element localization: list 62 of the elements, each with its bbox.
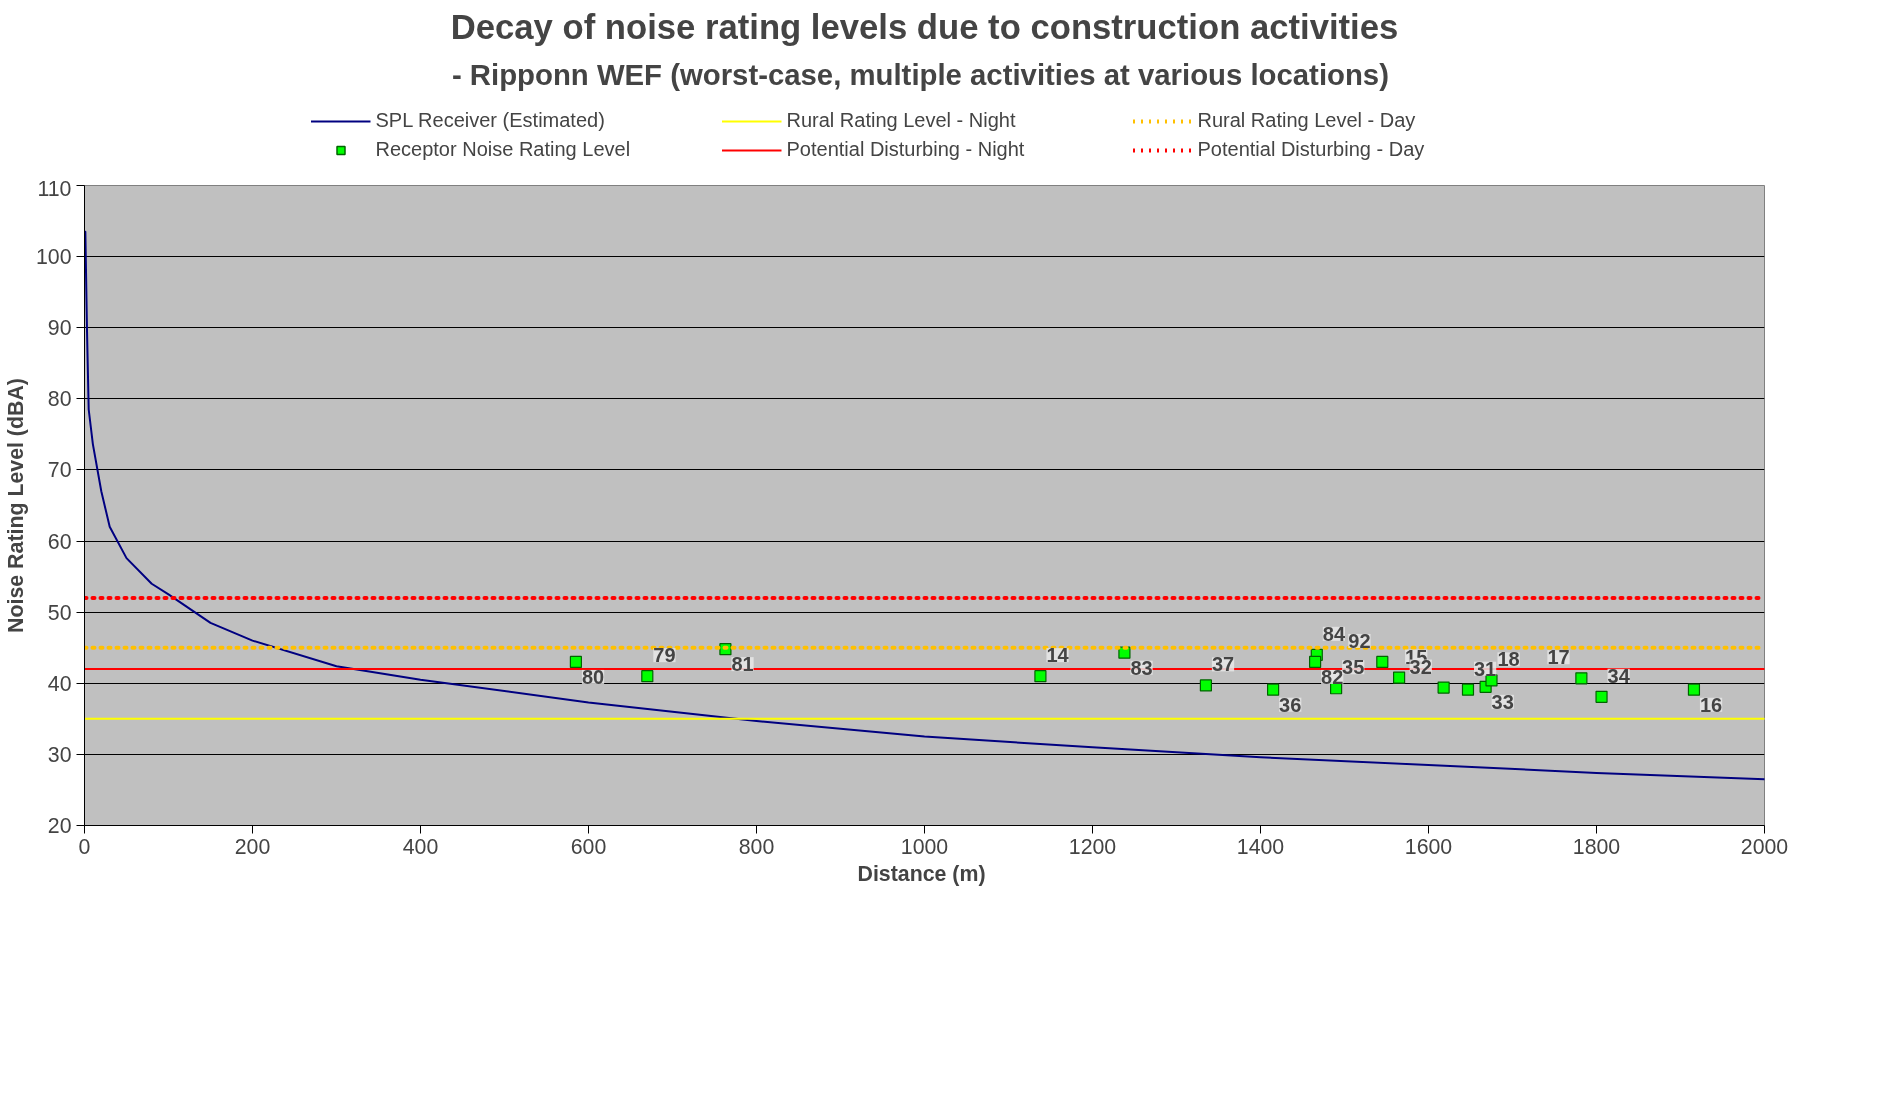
x-tick-label: 1200 (1068, 834, 1117, 859)
x-axis-title: Distance (m) (857, 861, 986, 886)
point (1376, 655, 1389, 669)
x-tick-label: 1800 (1572, 834, 1621, 859)
point (641, 670, 654, 683)
y-tick-label: 30 (47, 742, 72, 767)
annotation: 36 (1279, 693, 1302, 716)
annotation: 37 (1211, 653, 1235, 676)
annotation: 16 (1699, 693, 1723, 716)
x-tick-label: 0 (78, 834, 91, 859)
annotation: 33 (1491, 690, 1514, 713)
x-tick-label: 600 (570, 834, 607, 859)
x-tick-label: 200 (234, 834, 271, 859)
x-tick-label: 2000 (1740, 834, 1789, 859)
annotation: 82 (1321, 665, 1344, 688)
annotation: 81 (731, 653, 754, 676)
point (1267, 683, 1280, 696)
legend-label: Receptor Noise Rating Level (375, 138, 632, 161)
chart-subtitle: - Ripponn WEF (worst-case, multiple activities at various locations) (451, 57, 1389, 91)
x-tick-label: 400 (402, 834, 439, 859)
annotation: 17 (1547, 646, 1570, 669)
point (1461, 683, 1475, 696)
y-tick-label: 100 (35, 245, 72, 270)
point (569, 655, 582, 669)
annotation: 79 (653, 644, 676, 667)
x-tick-label: 1400 (1236, 834, 1285, 859)
y-tick-label: 90 (47, 316, 72, 341)
legend-label: SPL Receiver (Estimated) (375, 109, 606, 132)
point (1309, 655, 1322, 669)
y-tick-label: 40 (47, 671, 72, 696)
y-tick-label: 50 (47, 600, 72, 625)
x-tick-label: 800 (738, 834, 775, 859)
point (1034, 670, 1047, 683)
annotation: 35 (1342, 656, 1365, 679)
point (1437, 681, 1450, 694)
chart-title: Decay of noise rating levels due to construction activities (450, 7, 1399, 46)
annotation: 34 (1607, 664, 1631, 687)
x-tick-label: 1600 (1404, 834, 1453, 859)
y-tick-label: 80 (47, 387, 72, 412)
y-tick-label: 70 (47, 458, 72, 483)
y-tick-label: 20 (47, 814, 72, 838)
annotation: 80 (581, 665, 605, 688)
legend-label: Rural Rating Level - Day (1197, 109, 1417, 132)
legend-label: Potential Disturbing - Night (786, 138, 1026, 161)
point (1575, 672, 1588, 685)
annotation: 31 (1473, 657, 1497, 680)
y-tick-label: 60 (47, 529, 72, 554)
point (1595, 690, 1608, 703)
legend-label: Potential Disturbing - Day (1197, 138, 1426, 161)
point (1199, 679, 1212, 692)
annotation: 83 (1130, 656, 1153, 679)
x-tick-label: 1000 (900, 834, 949, 859)
point (1687, 683, 1701, 696)
annotation: 84 (1322, 622, 1346, 645)
annotation: 14 (1046, 644, 1070, 667)
y-axis-title: Noise Rating Level (dBA) (3, 378, 28, 633)
y-tick-label: 110 (37, 176, 72, 201)
annotation: 18 (1497, 648, 1520, 671)
annotation: 92 (1348, 629, 1371, 652)
line-series (84, 230, 1765, 781)
point (1393, 671, 1406, 684)
legend-label: Rural Rating Level - Night (786, 109, 1017, 132)
